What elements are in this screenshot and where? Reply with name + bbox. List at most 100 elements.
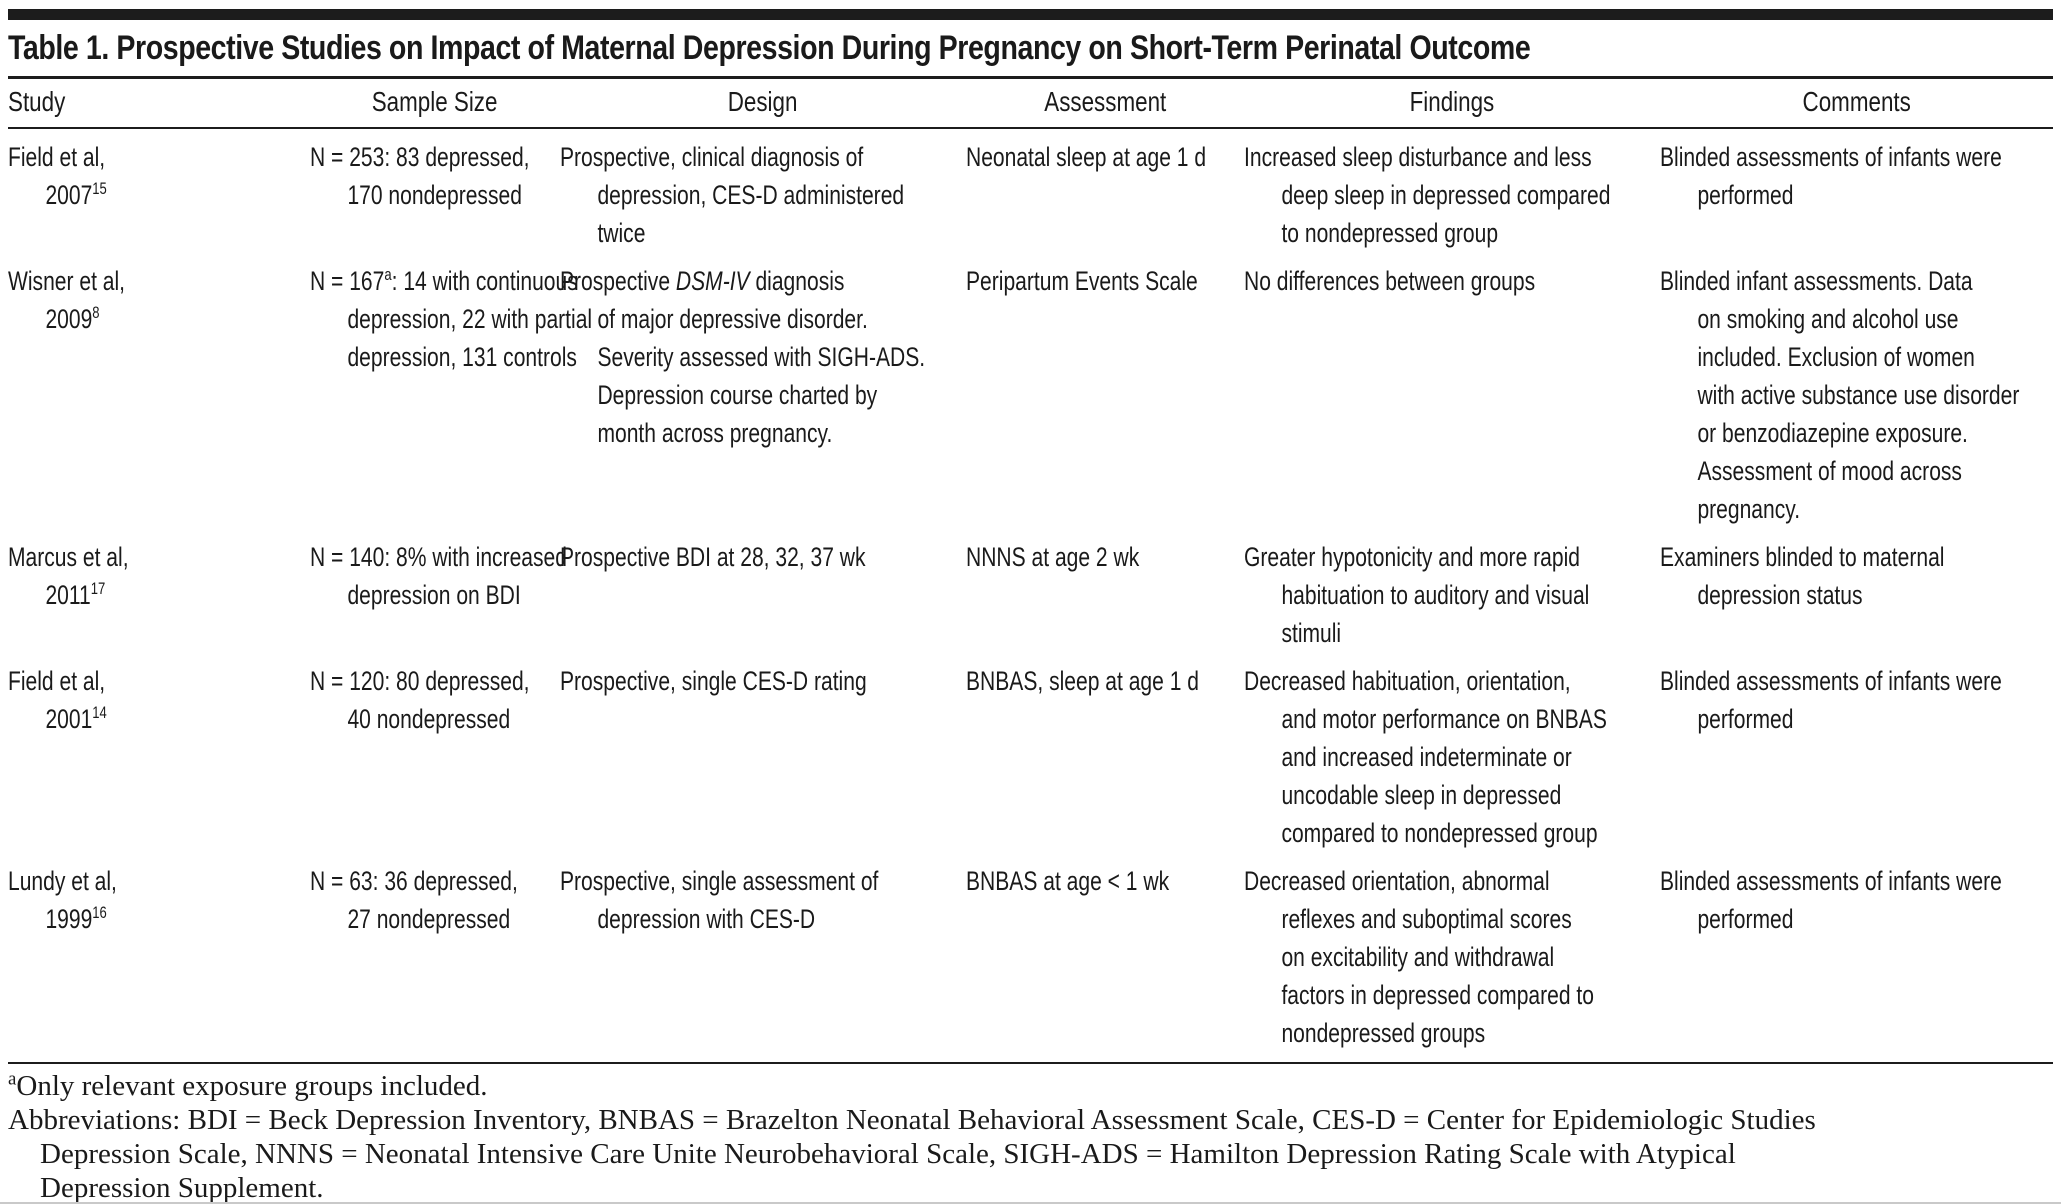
column-header-row: Study Sample Size Design Assessment Find… bbox=[8, 79, 2053, 129]
text-line: 200715 bbox=[45, 179, 107, 210]
text-line: nondepressed groups bbox=[1281, 1018, 1486, 1048]
text-line: or benzodiazepine exposure. bbox=[1697, 418, 1968, 448]
text-line: performed bbox=[1697, 904, 1794, 934]
text-line: compared to nondepressed group bbox=[1281, 818, 1598, 848]
text-line: BNBAS, sleep at age 1 d bbox=[966, 666, 1199, 696]
text-line: Severity assessed with SIGH-ADS. bbox=[597, 342, 926, 372]
text-line: Neonatal sleep at age 1 d bbox=[966, 142, 1207, 172]
cell-comments: Blinded assessments of infants were perfo… bbox=[1660, 862, 2061, 1052]
cell-design: Prospective DSM-IV diagnosis of major dep… bbox=[560, 262, 966, 528]
cell-sample-size: N = 63: 36 depressed, 27 nondepressed bbox=[310, 862, 560, 1052]
column-header-assessment: Assessment bbox=[1044, 86, 1166, 117]
text-line: 201117 bbox=[45, 579, 106, 610]
cell-design: Prospective BDI at 28, 32, 37 wk bbox=[560, 538, 966, 652]
text-line: Prospective, single assessment of bbox=[560, 866, 879, 896]
text-line: BNBAS at age < 1 wk bbox=[966, 866, 1170, 896]
text-line: depression, CES-D administered bbox=[597, 180, 905, 210]
cell-design: Prospective, clinical diagnosis of depres… bbox=[560, 138, 966, 252]
cell-study: Field et al, 200114 bbox=[8, 662, 310, 852]
column-header-sample-size: Sample Size bbox=[372, 86, 498, 117]
text-line: Increased sleep disturbance and less bbox=[1244, 142, 1592, 172]
text-line: habituation to auditory and visual bbox=[1281, 580, 1590, 610]
text-line: stimuli bbox=[1281, 618, 1342, 648]
column-header-findings: Findings bbox=[1409, 86, 1495, 117]
text-line: N = 63: 36 depressed, bbox=[310, 866, 518, 896]
text-line: included. Exclusion of women bbox=[1697, 342, 1975, 372]
cell-assessment: BNBAS, sleep at age 1 d bbox=[966, 662, 1244, 852]
text-line: performed bbox=[1697, 704, 1794, 734]
footnote-abbreviations: Abbreviations: BDI = Beck Depression Inv… bbox=[8, 1103, 2053, 1204]
text-line: Decreased habituation, orientation, bbox=[1244, 666, 1571, 696]
text-line: on excitability and withdrawal bbox=[1281, 942, 1555, 972]
cell-assessment: Neonatal sleep at age 1 d bbox=[966, 138, 1244, 252]
text-line: Blinded infant assessments. Data bbox=[1660, 266, 1973, 296]
text-line: Depression course charted by bbox=[597, 380, 878, 410]
text-line: 170 nondepressed bbox=[347, 180, 522, 210]
text-line: twice bbox=[597, 218, 646, 248]
text-line: Prospective, clinical diagnosis of bbox=[560, 142, 864, 172]
text-line: Assessment of mood across bbox=[1697, 456, 1962, 486]
column-header-design: Design bbox=[728, 86, 798, 117]
text-line: Lundy et al, bbox=[8, 866, 117, 896]
page-edge bbox=[0, 1202, 2061, 1204]
footnote-a: aOnly relevant exposure groups included. bbox=[8, 1069, 2053, 1103]
column-header-study: Study bbox=[8, 86, 66, 117]
text-line: 40 nondepressed bbox=[347, 704, 511, 734]
column-header-comments: Comments bbox=[1802, 86, 1911, 117]
cell-assessment: BNBAS at age < 1 wk bbox=[966, 862, 1244, 1052]
cell-study: Field et al, 200715 bbox=[8, 138, 310, 252]
text-line: 200114 bbox=[45, 703, 107, 734]
text-line: Marcus et al, bbox=[8, 542, 129, 572]
text-line: 27 nondepressed bbox=[347, 904, 511, 934]
text-line: factors in depressed compared to bbox=[1281, 980, 1595, 1010]
cell-assessment: NNNS at age 2 wk bbox=[966, 538, 1244, 652]
footnote-line: Depression Supplement. bbox=[40, 1172, 324, 1204]
text-line: N = 167a: 14 with continuous bbox=[310, 265, 578, 296]
table-row: Marcus et al, 201117 N = 140: 8% with incr… bbox=[8, 538, 2053, 652]
cell-findings: No differences between groups bbox=[1244, 262, 1660, 528]
text-line: month across pregnancy. bbox=[597, 418, 833, 448]
cell-sample-size: N = 167a: 14 with continuous depression, … bbox=[310, 262, 593, 528]
text-line: Greater hypotonicity and more rapid bbox=[1244, 542, 1580, 572]
text-line: pregnancy. bbox=[1697, 494, 1801, 524]
text-line: performed bbox=[1697, 180, 1794, 210]
text-line: Prospective DSM-IV diagnosis bbox=[560, 266, 845, 296]
footnote-line: Abbreviations: BDI = Beck Depression Inv… bbox=[8, 1104, 1816, 1136]
cell-assessment: Peripartum Events Scale bbox=[966, 262, 1244, 528]
text-line: Examiners blinded to maternal bbox=[1660, 542, 1945, 572]
text-line: Decreased orientation, abnormal bbox=[1244, 866, 1550, 896]
text-line: N = 253: 83 depressed, bbox=[310, 142, 530, 172]
cell-study: Lundy et al, 199916 bbox=[8, 862, 310, 1052]
footnote-line: aOnly relevant exposure groups included. bbox=[8, 1068, 488, 1102]
text-line: 20098 bbox=[45, 303, 100, 334]
text-line: deep sleep in depressed compared bbox=[1281, 180, 1611, 210]
cell-design: Prospective, single CES-D rating bbox=[560, 662, 966, 852]
text-line: Prospective BDI at 28, 32, 37 wk bbox=[560, 542, 866, 572]
cell-comments: Examiners blinded to maternal depression … bbox=[1660, 538, 2053, 652]
text-line: Wisner et al, bbox=[8, 266, 126, 296]
text-line: Peripartum Events Scale bbox=[966, 266, 1198, 296]
text-line: and motor performance on BNBAS bbox=[1281, 704, 1607, 734]
text-line: No differences between groups bbox=[1244, 266, 1536, 296]
cell-comments: Blinded assessments of infants were perfo… bbox=[1660, 138, 2061, 252]
text-line: Prospective, single CES-D rating bbox=[560, 666, 867, 696]
text-line: depression, 131 controls bbox=[347, 342, 577, 372]
cell-study: Marcus et al, 201117 bbox=[8, 538, 310, 652]
table-row: Field et al, 200114 N = 120: 80 depressed,… bbox=[8, 662, 2053, 852]
table-row: Wisner et al, 20098 N = 167a: 14 with cont… bbox=[8, 262, 2053, 528]
text-line: of major depressive disorder. bbox=[597, 304, 868, 334]
text-line: NNNS at age 2 wk bbox=[966, 542, 1140, 572]
table-row: Field et al, 200715 N = 253: 83 depressed,… bbox=[8, 138, 2053, 252]
table-title-block: Table 1. Prospective Studies on Impact o… bbox=[8, 20, 2053, 79]
cell-comments: Blinded infant assessments. Data on smoki… bbox=[1660, 262, 2061, 528]
text-line: depression, 22 with partial bbox=[347, 304, 593, 334]
cell-sample-size: N = 140: 8% with increased depression on … bbox=[310, 538, 567, 652]
text-line: Blinded assessments of infants were bbox=[1660, 666, 2002, 696]
cell-sample-size: N = 253: 83 depressed, 170 nondepressed bbox=[310, 138, 560, 252]
text-line: on smoking and alcohol use bbox=[1697, 304, 1959, 334]
text-line: reflexes and suboptimal scores bbox=[1281, 904, 1572, 934]
text-line: Blinded assessments of infants were bbox=[1660, 866, 2002, 896]
footnotes: aOnly relevant exposure groups included.… bbox=[8, 1062, 2053, 1204]
text-line: to nondepressed group bbox=[1281, 218, 1499, 248]
text-line: depression status bbox=[1697, 580, 1863, 610]
